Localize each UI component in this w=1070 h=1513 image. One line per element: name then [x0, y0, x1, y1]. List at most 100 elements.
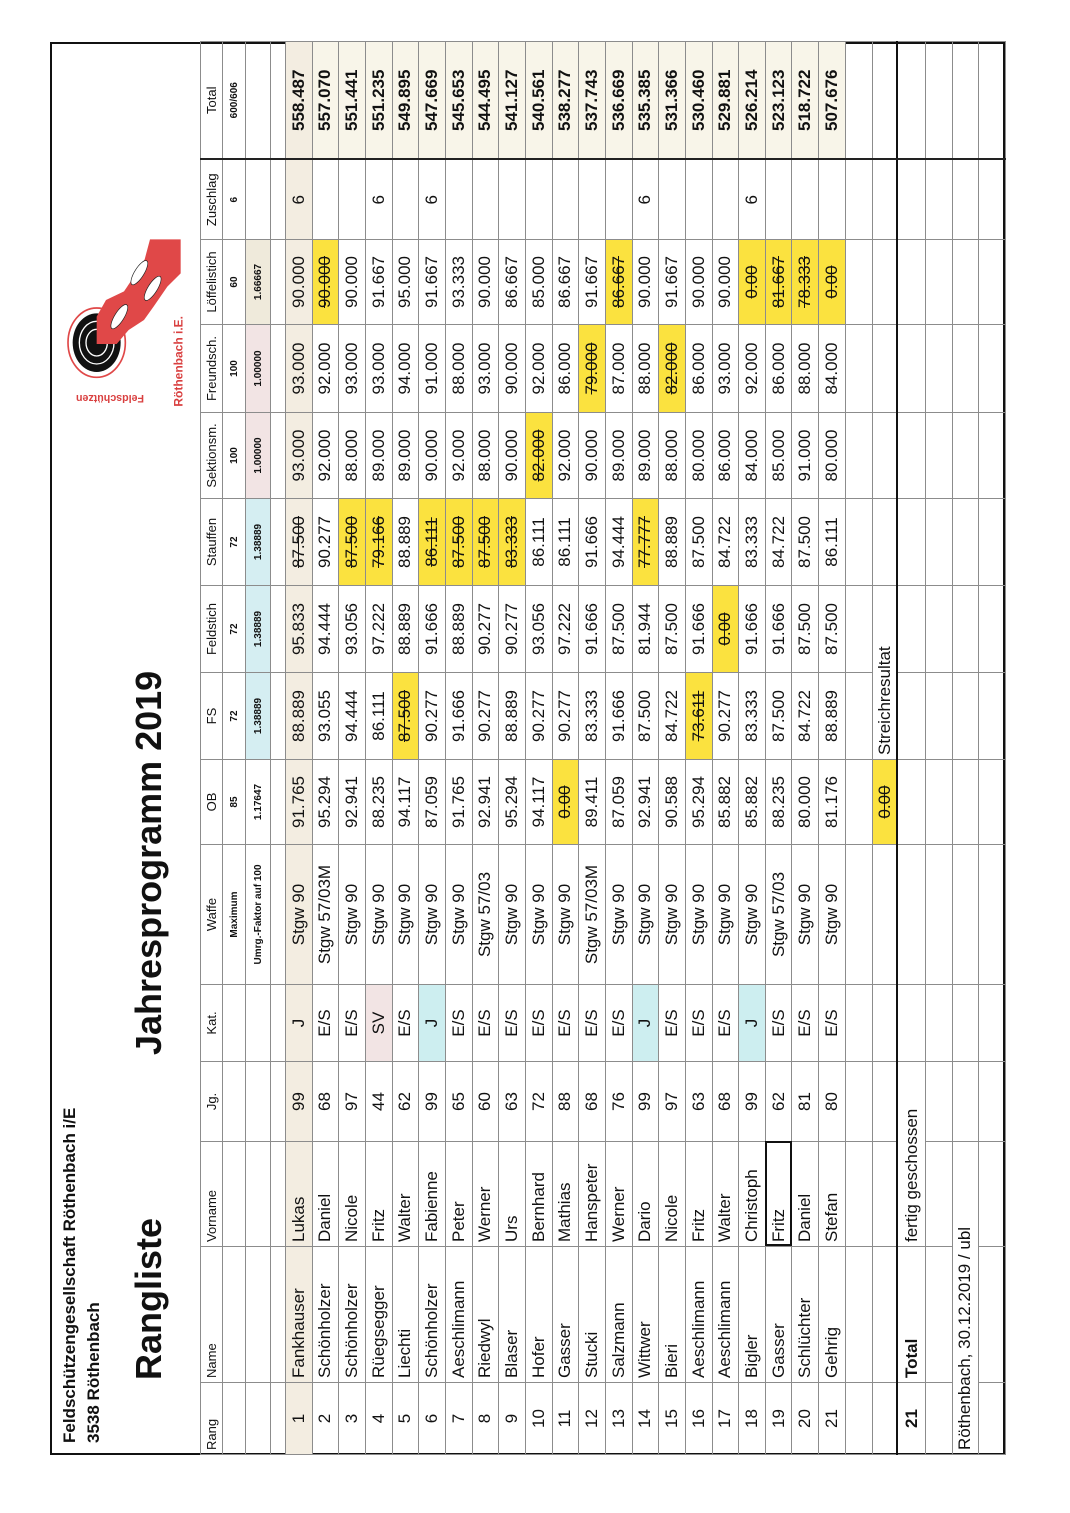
cell-value: 88.000: [635, 342, 655, 395]
empty-cell: [845, 672, 873, 760]
cell-sektionsm: 88.000: [658, 412, 686, 499]
cell-fs: 90.277: [552, 672, 579, 760]
cell-value: Fabienne: [422, 1171, 442, 1242]
cell-freundsch: 93.000: [365, 324, 393, 413]
cell-value: 86.111: [555, 517, 575, 567]
empty-cell: [978, 984, 1006, 1062]
cell-value: Schlüchter: [795, 1297, 815, 1378]
cell-value: 92.941: [475, 776, 495, 828]
cell-rang: 13: [605, 1382, 633, 1455]
cell-zuschlag: [791, 159, 819, 240]
empty-cell: [897, 412, 926, 499]
cell-value: E/S: [502, 1009, 522, 1037]
empty-cell: [978, 412, 1006, 499]
cell-value: 94.444: [315, 603, 335, 655]
cell-value: E/S: [608, 1009, 628, 1037]
cell-loeffelstich: 90.000: [338, 239, 366, 325]
cell-ob: 88.235: [365, 759, 393, 845]
cell-vorname: Fabienne: [418, 1141, 446, 1247]
cell-value: 65: [448, 1092, 468, 1111]
cell-fs: 87.500: [392, 672, 419, 760]
cell-ob: 95.294: [685, 759, 712, 845]
cell-name: Schönholzer: [338, 1246, 366, 1383]
table-row: 13 Salzmann Werner 76 E/S Stgw 90 87.059 91.666…: [605, 41, 633, 1455]
table-row: 11 Gasser Mathias 88 E/S Stgw 90 0.00 90.277 97.…: [552, 41, 579, 1455]
cell-jg: 65: [445, 1061, 473, 1142]
cell-value: 87.500: [795, 516, 815, 568]
column-header-ob: OB: [200, 759, 223, 845]
cell-value: 92.000: [741, 342, 761, 395]
empty-cell: [897, 324, 926, 413]
cell-value: 538.277: [555, 69, 575, 131]
footer-text: Röthenbach, 30.12.2019 / ubl: [952, 1141, 979, 1455]
cell-sektionsm: 89.000: [605, 412, 633, 499]
factor-ob: 1.17647: [245, 759, 271, 845]
cell-name: Schönholzer: [418, 1246, 446, 1383]
cell-value: J: [288, 1018, 308, 1028]
cell-value: 93.000: [288, 342, 308, 395]
cell-value: 97: [342, 1092, 362, 1111]
empty-cell: [952, 984, 979, 1062]
struck-value: 0.00: [741, 265, 761, 299]
cell-jg: 99: [738, 1061, 766, 1142]
maximum-kat: [222, 984, 246, 1062]
cell-value: Fritz: [368, 1208, 388, 1242]
cell-sektionsm: 80.000: [818, 412, 846, 499]
empty-cell: [952, 159, 979, 240]
cell-freundsch: 93.000: [472, 324, 499, 413]
cell-value: 90.277: [315, 516, 335, 568]
cell-zuschlag: [605, 159, 633, 240]
cell-waffe: Stgw 90: [712, 844, 739, 985]
cell-feldstich: 90.277: [472, 585, 499, 673]
empty-cell: [952, 759, 979, 845]
struck-value: 87.500: [288, 516, 308, 568]
cell-value: E/S: [448, 1009, 468, 1037]
table-row: 2 Schönholzer Daniel 68 E/S Stgw 57/03M 95.294…: [312, 41, 339, 1455]
cell-value: Daniel: [315, 1193, 335, 1242]
cell-value: 91.000: [422, 342, 442, 395]
empty-cell: [845, 159, 873, 240]
cell-jg: 81: [791, 1061, 819, 1142]
cell-value: 93.000: [368, 342, 388, 395]
cell-sektionsm: 80.000: [685, 412, 712, 499]
cell-value: Schönholzer: [342, 1283, 362, 1378]
cell-loeffelstich: 91.667: [658, 239, 686, 325]
cell-kat: E/S: [338, 984, 366, 1062]
empty-cell: [925, 1246, 953, 1383]
cell-rang: 6: [418, 1382, 446, 1455]
cell-value: E/S: [555, 1009, 575, 1037]
cell-rang: 5: [392, 1382, 419, 1455]
cell-stauffen: 86.111: [525, 498, 553, 586]
cell-value: 87.500: [662, 603, 682, 655]
cell-freundsch: 92.000: [738, 324, 766, 413]
spacer-cell: [270, 412, 286, 499]
total-row: 21 Total fertig geschossen: [897, 41, 926, 1455]
empty-cell: [978, 239, 1006, 325]
column-header-sektionsm: Sektionsm.: [200, 412, 223, 499]
cell-value: 84.722: [715, 516, 735, 568]
cell-stauffen: 79.166: [365, 498, 393, 586]
cell-value: 91.666: [688, 603, 708, 655]
cell-feldstich: 88.889: [392, 585, 419, 673]
cell-vorname: Walter: [392, 1141, 419, 1247]
empty-cell: [897, 984, 926, 1062]
maximum-row: Maximum 85 72 72 72 100 100 60 6 600/606: [222, 41, 246, 1455]
factor-row: Umrg.-Faktor auf 100 1.17647 1.38889 1.3888…: [245, 41, 271, 1455]
cell-value: 1: [288, 1413, 308, 1424]
maximum-waffe: Maximum: [222, 844, 246, 985]
empty-cell: [978, 585, 1006, 673]
cell-fs: 83.333: [578, 672, 606, 760]
cell-value: 94.444: [342, 690, 362, 742]
cell-value: 88.889: [395, 603, 415, 655]
struck-value: 83.333: [502, 516, 522, 568]
cell-loeffelstich: 86.667: [552, 239, 579, 325]
cell-fs: 90.277: [472, 672, 499, 760]
maximum-sektionsm: 100: [222, 412, 246, 499]
cell-vorname: Werner: [605, 1141, 633, 1247]
cell-value: E/S: [768, 1009, 788, 1037]
cell-freundsch: 88.000: [791, 324, 819, 413]
cell-value: 87.500: [635, 690, 655, 742]
cell-value: Christoph: [741, 1169, 761, 1242]
cell-value: Rüegsegger: [368, 1285, 388, 1378]
cell-value: 68: [582, 1092, 602, 1111]
